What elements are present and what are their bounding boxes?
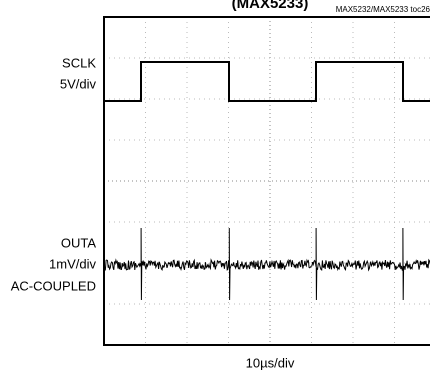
ch1-label: SCLK [62,55,96,70]
ch2-label: OUTA [61,235,96,250]
outa-trace [103,227,430,301]
sclk-trace [104,61,430,102]
scope-frame [103,16,430,346]
ch2-coupling: AC-COUPLED [11,278,96,293]
ch2-scale: 1mV/div [49,256,96,271]
title: (MAX5233) [232,0,309,12]
graticule [104,17,430,345]
x-scale: 10µs/div [246,355,295,370]
figure-code: MAX5232/MAX5233 toc26 [336,5,430,14]
ch1-scale: 5V/div [60,76,97,91]
